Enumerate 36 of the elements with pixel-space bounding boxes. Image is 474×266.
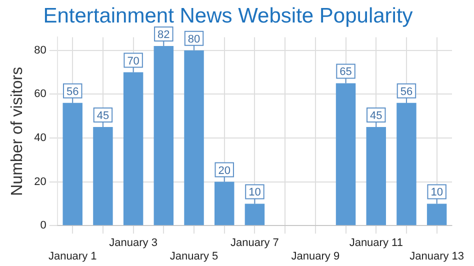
x-tick-label: January 5 — [170, 250, 218, 262]
x-tick-label: January 7 — [230, 237, 279, 250]
bar — [62, 102, 82, 226]
bar — [426, 204, 447, 226]
bar — [336, 83, 356, 226]
y-axis-title: Number of visitors — [9, 66, 26, 196]
x-tick-label: January 13 — [410, 250, 464, 262]
y-tick-label: 20 — [34, 176, 46, 188]
bar — [123, 72, 144, 226]
y-tick-label: 80 — [34, 44, 46, 56]
data-label: 82 — [158, 28, 170, 41]
data-label: 70 — [127, 55, 140, 68]
x-tick-label: January 3 — [109, 237, 158, 250]
bar — [154, 46, 174, 226]
data-label: 56 — [66, 86, 79, 98]
x-tick-label: January 9 — [291, 250, 340, 262]
bar — [244, 204, 265, 226]
data-label: 20 — [218, 164, 230, 177]
data-label: 65 — [340, 66, 352, 78]
data-label: 56 — [400, 86, 413, 98]
bar — [93, 127, 113, 226]
bar — [396, 102, 416, 226]
bar — [366, 127, 386, 226]
bar — [184, 50, 204, 226]
data-label: 45 — [96, 110, 110, 122]
data-label: 80 — [188, 33, 200, 46]
bar — [214, 182, 234, 226]
y-tick-label: 60 — [34, 88, 46, 100]
data-label: 45 — [370, 110, 382, 122]
y-tick-label: 0 — [40, 220, 46, 232]
x-tick-label: January 11 — [349, 237, 403, 250]
chart-title: Entertainment News Website Popularity — [43, 4, 414, 28]
x-tick-label: January 1 — [48, 250, 97, 262]
data-label: 10 — [430, 186, 443, 199]
data-label: 10 — [248, 186, 261, 199]
y-tick-label: 40 — [34, 132, 46, 144]
